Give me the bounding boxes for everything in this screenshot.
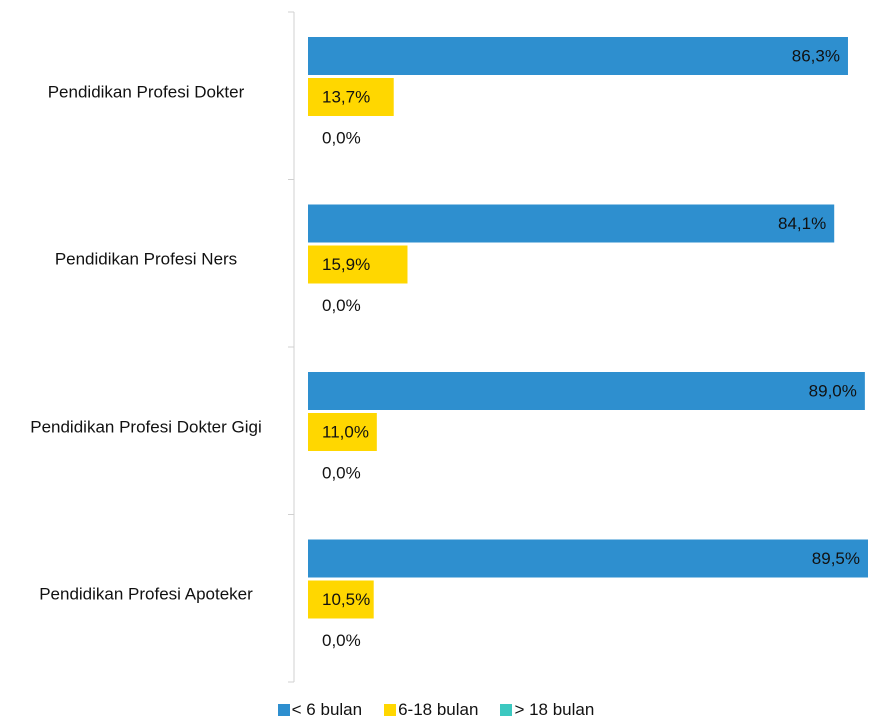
value-label: 0,0% xyxy=(322,296,361,315)
category-label: Pendidikan Profesi Dokter Gigi xyxy=(30,417,262,437)
legend-swatch xyxy=(277,704,290,716)
bar xyxy=(308,245,408,284)
legend-swatch xyxy=(384,704,397,716)
legend-label: > 18 bulan xyxy=(514,700,595,719)
value-label: 89,5% xyxy=(812,549,860,568)
category-label: Pendidikan Profesi Ners xyxy=(54,249,238,269)
chart: 86,3% 13,7% 0,0% 84,1% 15,9% 0,0% 89,0% 11,0% 0,… xyxy=(288,11,868,683)
bar xyxy=(308,372,865,410)
legend-label: < 6 bulan xyxy=(291,700,363,719)
value-label: 89,0% xyxy=(809,381,857,400)
value-label: 0,0% xyxy=(322,463,361,482)
legend-label: 6-18 bulan xyxy=(398,700,479,719)
value-label: 13,7% xyxy=(322,87,370,106)
legend: < 6 bulan 6-18 bulan > 18 bulan xyxy=(0,700,872,719)
category-label: Pendidikan Profesi Apoteker xyxy=(39,584,253,604)
bar xyxy=(308,204,835,243)
bar xyxy=(308,580,374,619)
bar xyxy=(308,539,868,578)
value-label: 15,9% xyxy=(322,255,370,274)
value-label: 0,0% xyxy=(322,128,361,147)
category-label: Pendidikan Profesi Dokter xyxy=(47,82,245,102)
value-label: 0,0% xyxy=(322,631,361,650)
bar xyxy=(308,37,848,75)
legend-item: > 18 bulan xyxy=(500,700,594,719)
value-label: 11,0% xyxy=(322,422,369,441)
legend-item: 6-18 bulan xyxy=(384,700,478,719)
bar xyxy=(308,413,377,451)
bar xyxy=(308,78,394,116)
value-label: 86,3% xyxy=(792,46,840,65)
value-label: 84,1% xyxy=(778,214,826,233)
value-label: 10,5% xyxy=(322,590,370,609)
legend-item: < 6 bulan xyxy=(277,700,363,719)
legend-swatch xyxy=(500,704,513,716)
